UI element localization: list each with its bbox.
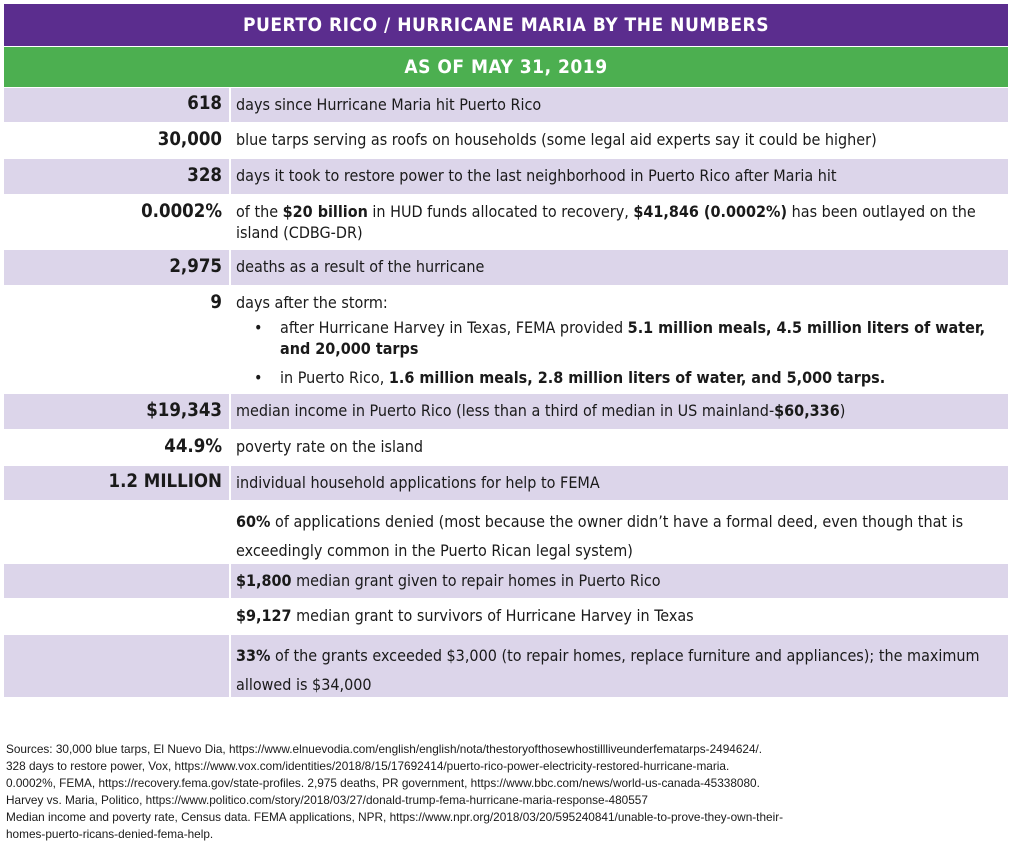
column-divider	[229, 250, 231, 285]
column-divider	[229, 88, 231, 122]
table-row: 33% of the grants exceeded $3,000 (to re…	[4, 635, 1008, 697]
stat-number: 30,000	[157, 129, 222, 150]
table-row: 1.2 MILLION individual household applica…	[4, 466, 1008, 500]
text: has been outlayed on the island (CDBG-DR…	[236, 202, 976, 242]
stat-number: 1.2 MILLION	[108, 471, 222, 492]
date-bar: AS OF MAY 31, 2019	[4, 47, 1008, 87]
table-row: 30,000 blue tarps serving as roofs on ho…	[4, 123, 1008, 158]
column-divider	[229, 159, 231, 194]
table-title: PUERTO RICO / HURRICANE MARIA BY THE NUM…	[242, 14, 770, 36]
text: median grant to survivors of Hurricane H…	[291, 606, 694, 625]
stat-description: days it took to restore power to the las…	[236, 166, 837, 185]
table-row: $1,800 median grant given to repair home…	[4, 564, 1008, 598]
table-row: 618 days since Hurricane Maria hit Puert…	[4, 88, 1008, 122]
text: in HUD funds allocated to recovery,	[367, 202, 634, 221]
stat-description: median income in Puerto Rico (less than …	[236, 394, 1000, 421]
stat-description: blue tarps serving as roofs on household…	[236, 130, 877, 149]
sources-footnote: Sources: 30,000 blue tarps, El Nuevo Dia…	[6, 741, 1006, 843]
text: )	[839, 401, 846, 420]
bold-text: 60%	[236, 512, 271, 531]
text: after Hurricane Harvey in Texas, FEMA pr…	[280, 318, 628, 337]
bold-text: $20 billion	[282, 202, 368, 221]
bullet-list: • after Hurricane Harvey in Texas, FEMA p…	[236, 317, 1000, 388]
table-row: 0.0002% of the $20 billion in HUD funds …	[4, 195, 1008, 249]
list-item: • in Puerto Rico, 1.6 million meals, 2.8 …	[254, 367, 1000, 388]
text: of the grants exceeded $3,000 (to repair…	[236, 646, 980, 694]
column-divider	[229, 635, 231, 697]
bullet-icon: •	[254, 368, 263, 387]
table-row: $9,127 median grant to survivors of Hurr…	[4, 599, 1008, 634]
bold-text: 5.1 million meals, 4.5 million liters of…	[280, 318, 986, 358]
column-divider	[229, 564, 231, 598]
stat-description: 60% of applications denied (most because…	[236, 501, 1000, 565]
source-line: Median income and poverty rate, Census d…	[6, 810, 784, 824]
table-title-bar: PUERTO RICO / HURRICANE MARIA BY THE NUM…	[4, 4, 1008, 46]
stat-number: 0.0002%	[141, 201, 222, 222]
stat-description: individual household applications for he…	[236, 473, 600, 492]
stat-number: $19,343	[146, 400, 222, 421]
table-row: $19,343 median income in Puerto Rico (le…	[4, 394, 1008, 429]
intro-text: days after the storm:	[236, 293, 388, 312]
table-row: 9 days after the storm: • after Hurricane…	[4, 286, 1008, 393]
stat-description: days after the storm: • after Hurricane H…	[236, 286, 1000, 396]
stat-number: 2,975	[169, 256, 222, 277]
table-row: 2,975 deaths as a result of the hurrican…	[4, 250, 1008, 285]
stat-description: deaths as a result of the hurricane	[236, 257, 485, 276]
date-label: AS OF MAY 31, 2019	[404, 56, 608, 78]
source-line: Sources: 30,000 blue tarps, El Nuevo Dia…	[6, 742, 763, 756]
list-item: • after Hurricane Harvey in Texas, FEMA p…	[254, 317, 1000, 359]
bold-text: 33%	[236, 646, 271, 665]
stat-description: poverty rate on the island	[236, 437, 424, 456]
stat-description: $1,800 median grant given to repair home…	[236, 564, 1000, 591]
bold-text: $41,846 (0.0002%)	[633, 202, 788, 221]
stat-description: of the $20 billion in HUD funds allocate…	[236, 195, 1000, 243]
text: of the	[236, 202, 283, 221]
source-line: homes-puerto-ricans-denied-fema-help.	[6, 827, 214, 841]
source-line: Harvey vs. Maria, Politico, https://www.…	[6, 793, 648, 807]
bold-text: 1.6 million meals, 2.8 million liters of…	[388, 368, 886, 387]
bullet-icon: •	[254, 318, 263, 337]
text: median grant given to repair homes in Pu…	[291, 571, 661, 590]
column-divider	[229, 394, 231, 429]
source-line: 328 days to restore power, Vox, https://…	[6, 759, 730, 773]
stat-description: days since Hurricane Maria hit Puerto Ri…	[236, 95, 542, 114]
table-row: 60% of applications denied (most because…	[4, 501, 1008, 563]
stat-description: $9,127 median grant to survivors of Hurr…	[236, 599, 1000, 626]
stat-number: 618	[187, 93, 222, 114]
stat-number: 44.9%	[164, 436, 222, 457]
column-divider	[229, 466, 231, 500]
bold-text: $60,336	[774, 401, 840, 420]
table-row: 44.9% poverty rate on the island	[4, 430, 1008, 465]
stat-number: 9	[210, 292, 222, 313]
table-row: 328 days it took to restore power to the…	[4, 159, 1008, 194]
text: of applications denied (most because the…	[236, 512, 964, 560]
stat-number: 328	[187, 165, 222, 186]
text: median income in Puerto Rico (less than …	[236, 401, 775, 420]
source-line: 0.0002%, FEMA, https://recovery.fema.gov…	[6, 776, 760, 790]
bold-text: $1,800	[236, 571, 292, 590]
text: in Puerto Rico,	[280, 368, 389, 387]
stat-description: 33% of the grants exceeded $3,000 (to re…	[236, 635, 1000, 699]
bold-text: $9,127	[236, 606, 292, 625]
